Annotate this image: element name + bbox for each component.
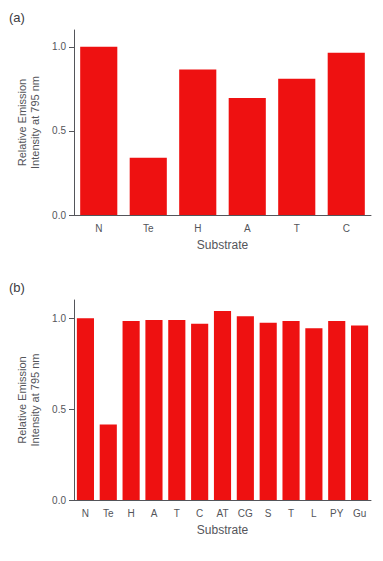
svg-text:(b): (b) (9, 280, 25, 295)
svg-text:1.0: 1.0 (52, 313, 66, 324)
svg-text:(a): (a) (9, 10, 25, 25)
svg-text:H: H (127, 508, 134, 519)
svg-text:N: N (82, 508, 89, 519)
svg-text:Substrate: Substrate (197, 238, 249, 252)
svg-text:AT: AT (216, 508, 228, 519)
svg-text:S: S (265, 508, 272, 519)
svg-text:Te: Te (103, 508, 114, 519)
svg-text:T: T (288, 508, 294, 519)
svg-text:1.0: 1.0 (52, 41, 66, 52)
svg-text:0.5: 0.5 (52, 404, 66, 415)
svg-text:Intensity at 795 nm: Intensity at 795 nm (29, 76, 41, 169)
svg-text:H: H (194, 223, 201, 234)
svg-text:A: A (151, 508, 158, 519)
svg-text:Substrate: Substrate (197, 523, 249, 537)
svg-text:N: N (95, 223, 102, 234)
svg-text:C: C (196, 508, 203, 519)
svg-text:PY: PY (330, 508, 344, 519)
svg-text:Relative Emission: Relative Emission (16, 356, 28, 443)
svg-text:CG: CG (238, 508, 253, 519)
svg-text:T: T (294, 223, 300, 234)
svg-text:C: C (343, 223, 350, 234)
svg-text:Relative Emission: Relative Emission (16, 79, 28, 166)
svg-text:A: A (244, 223, 251, 234)
svg-text:0.0: 0.0 (52, 495, 66, 506)
svg-text:Gu: Gu (353, 508, 366, 519)
svg-text:0.5: 0.5 (52, 125, 66, 136)
svg-text:T: T (174, 508, 180, 519)
svg-text:Intensity at 795 nm: Intensity at 795 nm (29, 354, 41, 447)
svg-text:0.0: 0.0 (52, 210, 66, 221)
svg-text:L: L (311, 508, 317, 519)
svg-text:Te: Te (143, 223, 154, 234)
